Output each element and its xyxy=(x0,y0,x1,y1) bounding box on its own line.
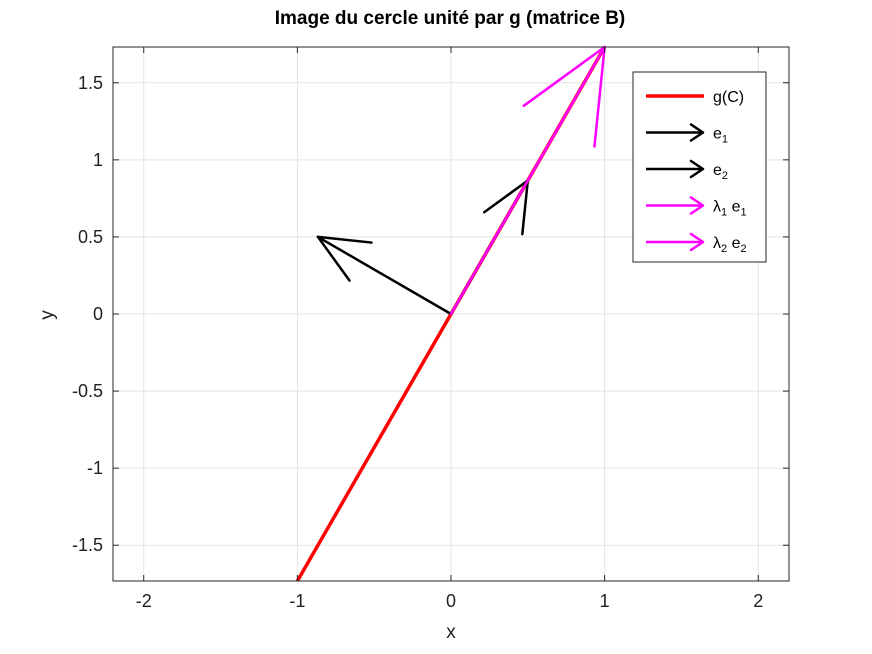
legend-entry: λ1 e1 xyxy=(646,196,747,219)
arrow-head-stroke xyxy=(482,179,530,214)
arrow-head-stroke xyxy=(316,235,373,244)
series-3-arrow xyxy=(449,45,606,316)
x-tick-label: -2 xyxy=(136,591,152,611)
x-tick-label: -1 xyxy=(289,591,305,611)
y-axis-label: y xyxy=(37,310,58,320)
plot-area xyxy=(295,45,607,582)
legend-entry: e1 xyxy=(646,123,728,146)
legend-label: e2 xyxy=(713,162,728,182)
y-tick-label: -1.5 xyxy=(72,535,103,555)
arrow-head-stroke xyxy=(316,235,351,282)
legend-label: λ1 e1 xyxy=(713,199,747,219)
axis-ticks: -2 -1 0 1 2 -1.5 -1 -0.5 0 0.5 1 1.5 xyxy=(72,47,789,611)
legend-arrowhead xyxy=(689,123,705,142)
legend-label: λ2 e2 xyxy=(713,235,747,255)
legend-arrowhead xyxy=(689,196,705,215)
y-tick-label: -0.5 xyxy=(72,381,103,401)
y-tick-label: -1 xyxy=(87,458,103,478)
x-tick-label: 1 xyxy=(600,591,610,611)
legend: g(C) e1 e2 λ1 e1 λ2 e2 xyxy=(632,71,767,263)
legend-entry: λ2 e2 xyxy=(646,232,747,255)
arrow-head-stroke xyxy=(593,45,606,148)
legend-entry: g(C) xyxy=(646,89,744,106)
x-tick-label: 2 xyxy=(753,591,763,611)
series-2-arrow xyxy=(316,235,453,316)
y-tick-label: 0.5 xyxy=(78,227,103,247)
legend-arrowhead xyxy=(689,159,705,179)
arrow-shaft xyxy=(449,45,606,316)
x-axis-label: x xyxy=(446,622,456,643)
arrow-head-stroke xyxy=(522,45,606,108)
legend-label: e1 xyxy=(713,126,728,146)
y-tick-label: 1.5 xyxy=(78,73,103,93)
arrow-head-stroke xyxy=(521,179,530,236)
legend-label: g(C) xyxy=(713,89,744,106)
chart-title: Image du cercle unité par g (matrice B) xyxy=(275,8,626,29)
legend-arrowhead xyxy=(689,232,705,252)
arrow-shaft xyxy=(316,235,453,316)
y-tick-label: 0 xyxy=(93,304,103,324)
x-tick-label: 0 xyxy=(446,591,456,611)
y-tick-label: 1 xyxy=(93,150,103,170)
legend-entry: e2 xyxy=(646,159,728,182)
